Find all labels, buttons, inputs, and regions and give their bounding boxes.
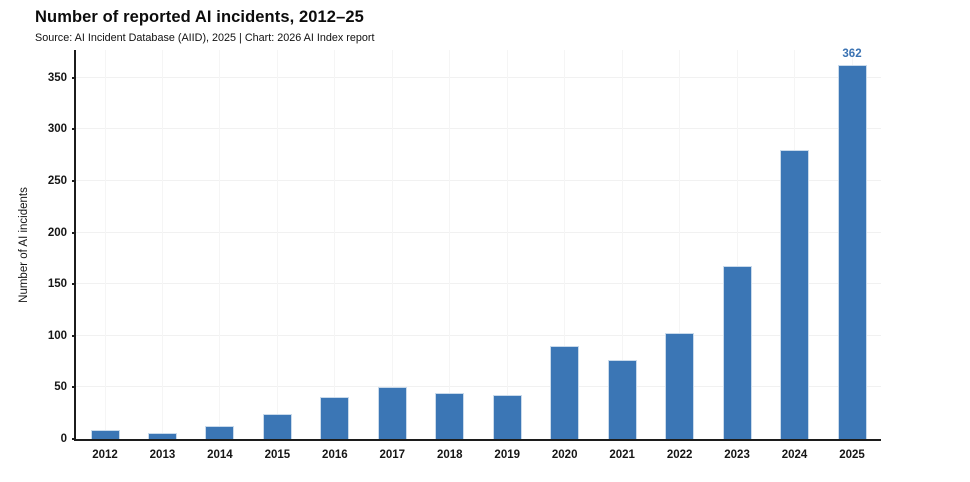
- gridline-horizontal: [76, 386, 881, 388]
- gridline-vertical: [219, 50, 221, 439]
- gridline-horizontal: [76, 180, 881, 182]
- gridline-horizontal: [76, 334, 881, 336]
- y-tick-mark: [72, 283, 76, 286]
- x-tick-label: 2015: [264, 449, 291, 461]
- x-tick-label: 2020: [551, 449, 578, 461]
- y-tick-label: 0: [60, 433, 67, 445]
- gridline-vertical: [736, 50, 738, 439]
- x-tick-label: 2016: [322, 449, 348, 461]
- bar-2025: [837, 65, 867, 439]
- y-tick-mark: [72, 76, 76, 79]
- gridline-vertical: [564, 50, 566, 439]
- y-tick-label: 300: [47, 123, 67, 136]
- x-tick-label: 2024: [781, 449, 808, 461]
- y-tick-mark: [72, 128, 76, 131]
- x-tick-label: 2018: [436, 449, 463, 461]
- y-tick-mark: [72, 334, 76, 337]
- x-tick-label: 2023: [724, 449, 750, 461]
- gridline-vertical: [506, 50, 508, 439]
- x-tick-label: 2017: [379, 449, 406, 461]
- chart-source: Source: AI Incident Database (AIID), 202…: [35, 32, 375, 44]
- x-tick-label: 2019: [494, 449, 521, 461]
- gridline-horizontal: [76, 283, 881, 285]
- y-tick-label: 250: [47, 175, 67, 188]
- bar-2018: [435, 392, 465, 439]
- y-tick-label: 100: [47, 329, 67, 342]
- y-tick-label: 200: [47, 226, 67, 239]
- x-axis-line: [74, 438, 881, 441]
- x-tick-label: 2012: [92, 449, 118, 461]
- y-tick-mark: [72, 386, 76, 389]
- y-axis-line: [74, 50, 76, 441]
- gridline-vertical: [679, 50, 681, 439]
- y-tick-label: 150: [47, 278, 67, 291]
- bar-2023: [722, 265, 752, 439]
- x-tick-label: 2013: [149, 449, 176, 461]
- bar-2015: [262, 414, 292, 439]
- x-tick-label: 2021: [609, 449, 635, 461]
- y-tick-mark: [72, 180, 76, 183]
- bar-2022: [665, 332, 695, 439]
- y-axis-title: Number of AI incidents: [18, 186, 30, 303]
- gridline-vertical: [449, 50, 451, 439]
- y-tick-label: 350: [47, 71, 67, 84]
- gridline-vertical: [161, 50, 163, 439]
- gridline-horizontal: [76, 128, 881, 130]
- gridline-horizontal: [76, 76, 881, 78]
- bar-2019: [492, 394, 522, 439]
- bar-2024: [780, 150, 810, 439]
- x-tick-label: 2014: [207, 449, 233, 461]
- y-tick-label: 50: [54, 381, 67, 394]
- gridline-vertical: [276, 50, 278, 439]
- y-tick-mark: [72, 231, 76, 234]
- y-tick-mark: [72, 438, 76, 440]
- bar-2017: [377, 387, 407, 439]
- gridline-horizontal: [76, 231, 881, 233]
- bar-2012: [90, 429, 120, 439]
- plot-area: Number of AI incidents 0 50 100 150 200 250 30…: [18, 48, 881, 461]
- bar-2020: [550, 346, 580, 439]
- gridline-vertical: [334, 50, 336, 439]
- bar-2013: [147, 432, 177, 439]
- chart-title: Number of reported AI incidents, 2012–25: [35, 8, 364, 26]
- bar-2016: [320, 396, 350, 439]
- gridline-vertical: [391, 50, 393, 439]
- gridline-vertical: [104, 50, 106, 439]
- bar-2014: [205, 425, 235, 439]
- x-tick-label: 2022: [666, 449, 693, 461]
- bar-2021: [607, 359, 637, 439]
- x-tick-label: 2025: [839, 449, 865, 461]
- gridline-vertical: [621, 50, 623, 439]
- bar-value-label-2025: 362: [842, 48, 862, 61]
